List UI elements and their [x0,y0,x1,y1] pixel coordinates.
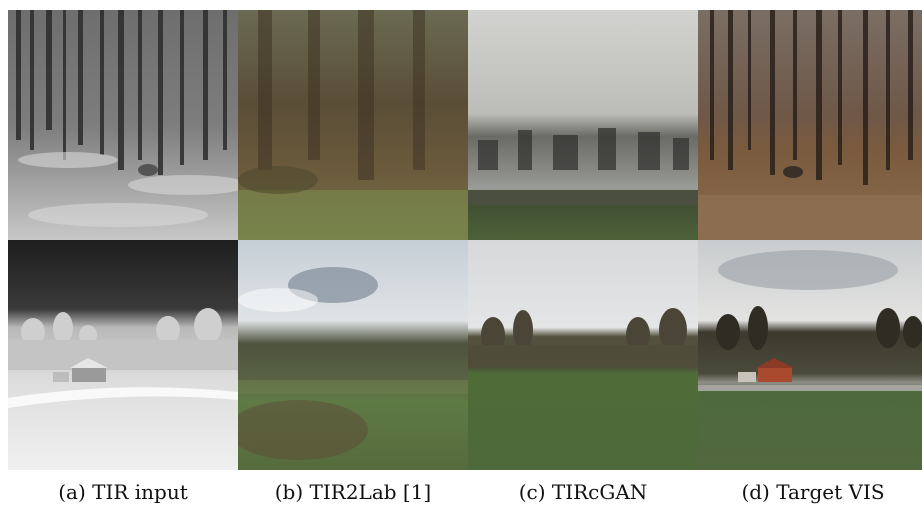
tir2lab-field-house-image [238,240,468,470]
caption-tir-input: (a) TIR input [58,480,188,504]
figure-image-grid [8,10,922,470]
target-vis-field-house-image [698,240,922,470]
tircgan-field-house-image [468,240,698,470]
target-vis-forest-image [698,10,922,240]
tir2lab-forest-image [238,10,468,240]
thermal-field-house-image [8,240,238,470]
thermal-forest-image [8,10,238,240]
caption-target-vis: (d) Target VIS [741,480,885,504]
caption-tir2lab: (b) TIR2Lab [1] [274,480,432,504]
caption-tircgan: (c) TIRcGAN [518,480,648,504]
tircgan-forest-image [468,10,698,240]
